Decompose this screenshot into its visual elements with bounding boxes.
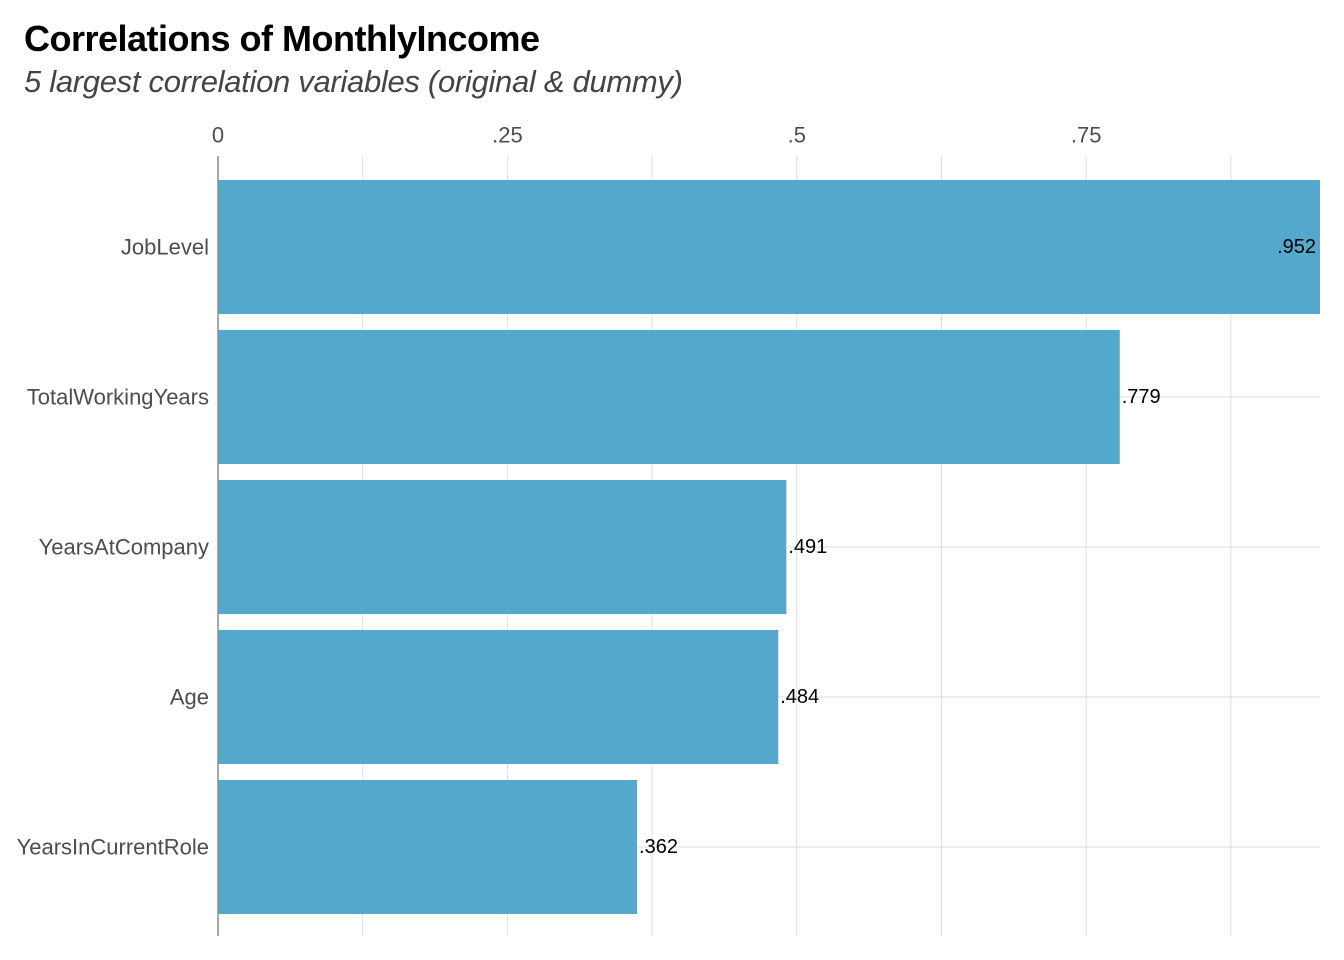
value-label: .362: [639, 836, 678, 858]
value-label: .484: [780, 686, 819, 708]
x-tick-label: 0: [212, 123, 224, 148]
bar: [218, 180, 1320, 314]
bar: [218, 480, 787, 614]
category-label: TotalWorkingYears: [27, 385, 209, 410]
chart-title: Correlations of MonthlyIncome: [24, 18, 540, 59]
category-label: YearsAtCompany: [39, 535, 209, 560]
category-labels: JobLevel TotalWorkingYears YearsAtCompany A…: [17, 235, 209, 860]
chart-subtitle: 5 largest correlation variables (origina…: [24, 64, 683, 99]
x-tick-label: .25: [492, 123, 523, 148]
category-label: Age: [170, 685, 209, 710]
x-tick-label: .75: [1071, 123, 1102, 148]
bar: [218, 780, 638, 914]
category-label: YearsInCurrentRole: [17, 835, 209, 860]
category-label: JobLevel: [121, 235, 209, 260]
value-labels: .952 .779 .491 .484 .362: [639, 236, 1316, 858]
value-label: .779: [1122, 386, 1161, 408]
x-axis-ticks: 0 .25 .5 .75: [212, 123, 1102, 148]
bars: [218, 180, 1320, 914]
x-tick-label: .5: [788, 123, 806, 148]
value-label: .491: [788, 536, 827, 558]
value-label: .952: [1277, 236, 1316, 258]
bar: [218, 330, 1120, 464]
bar: [218, 630, 779, 764]
